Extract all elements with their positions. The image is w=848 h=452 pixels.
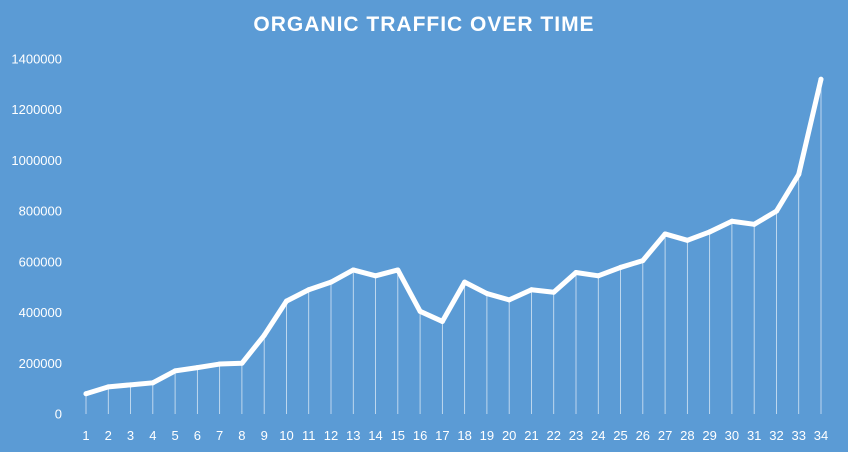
data-point bbox=[350, 267, 356, 273]
data-point bbox=[707, 229, 713, 235]
x-tick-label: 11 bbox=[302, 428, 316, 443]
y-axis-ticks: 0 200000 400000 600000 800000 1000000 1200000 1… bbox=[11, 52, 62, 422]
y-tick-label: 600000 bbox=[19, 254, 62, 269]
x-tick-label: 1 bbox=[82, 428, 89, 443]
data-point bbox=[283, 298, 289, 304]
x-tick-label: 4 bbox=[149, 428, 156, 443]
x-tick-label: 7 bbox=[216, 428, 223, 443]
x-tick-label: 33 bbox=[791, 428, 805, 443]
data-point bbox=[217, 361, 223, 367]
data-point bbox=[595, 273, 601, 279]
data-point bbox=[239, 360, 245, 366]
data-point bbox=[484, 291, 490, 297]
x-tick-label: 29 bbox=[702, 428, 716, 443]
x-tick-label: 21 bbox=[524, 428, 538, 443]
x-tick-label: 5 bbox=[171, 428, 178, 443]
data-point bbox=[684, 237, 690, 243]
series-line bbox=[83, 76, 824, 397]
x-tick-label: 34 bbox=[814, 428, 828, 443]
x-tick-label: 6 bbox=[194, 428, 201, 443]
drop-lines bbox=[85, 79, 822, 414]
data-point bbox=[818, 76, 824, 82]
data-point bbox=[194, 365, 200, 371]
x-tick-label: 31 bbox=[747, 428, 761, 443]
x-tick-label: 30 bbox=[725, 428, 739, 443]
x-tick-label: 12 bbox=[324, 428, 338, 443]
data-point bbox=[83, 391, 89, 397]
chart-title: ORGANIC TRAFFIC OVER TIME bbox=[253, 13, 594, 36]
x-tick-label: 10 bbox=[279, 428, 293, 443]
x-tick-label: 28 bbox=[680, 428, 694, 443]
data-point bbox=[528, 287, 534, 293]
data-point bbox=[796, 171, 802, 177]
data-point bbox=[172, 368, 178, 374]
y-tick-label: 200000 bbox=[19, 356, 62, 371]
data-point bbox=[105, 384, 111, 390]
data-point bbox=[640, 258, 646, 264]
x-tick-label: 14 bbox=[368, 428, 382, 443]
x-axis-ticks: 1 2 3 4 5 6 7 8 9 10 11 12 13 14 15 16 17 18 19 20 21 22 23 24 2… bbox=[82, 428, 828, 443]
x-tick-label: 15 bbox=[391, 428, 405, 443]
x-tick-label: 23 bbox=[569, 428, 583, 443]
y-tick-label: 0 bbox=[55, 407, 62, 422]
y-tick-label: 1400000 bbox=[11, 52, 62, 67]
data-point bbox=[551, 289, 557, 295]
x-tick-label: 19 bbox=[480, 428, 494, 443]
x-tick-label: 2 bbox=[105, 428, 112, 443]
data-point bbox=[306, 287, 312, 293]
data-point bbox=[328, 279, 334, 285]
data-point bbox=[128, 382, 134, 388]
series-group bbox=[83, 76, 824, 397]
data-point bbox=[395, 267, 401, 273]
data-point bbox=[729, 218, 735, 224]
x-tick-label: 32 bbox=[769, 428, 783, 443]
data-point bbox=[439, 318, 445, 324]
x-tick-label: 9 bbox=[261, 428, 268, 443]
x-tick-label: 3 bbox=[127, 428, 134, 443]
x-tick-label: 22 bbox=[546, 428, 560, 443]
data-point bbox=[662, 231, 668, 237]
y-tick-label: 1000000 bbox=[11, 153, 62, 168]
data-point bbox=[373, 273, 379, 279]
data-point bbox=[618, 264, 624, 270]
x-tick-label: 18 bbox=[457, 428, 471, 443]
data-point bbox=[751, 221, 757, 227]
data-point bbox=[417, 308, 423, 314]
y-tick-label: 1200000 bbox=[11, 102, 62, 117]
data-point bbox=[150, 380, 156, 386]
x-tick-label: 16 bbox=[413, 428, 427, 443]
x-tick-label: 27 bbox=[658, 428, 672, 443]
x-tick-label: 8 bbox=[238, 428, 245, 443]
data-point bbox=[462, 279, 468, 285]
x-tick-label: 24 bbox=[591, 428, 605, 443]
x-tick-label: 25 bbox=[613, 428, 627, 443]
data-point bbox=[506, 297, 512, 303]
data-point bbox=[773, 208, 779, 214]
data-point bbox=[573, 270, 579, 276]
x-tick-label: 20 bbox=[502, 428, 516, 443]
x-tick-label: 26 bbox=[636, 428, 650, 443]
y-tick-label: 400000 bbox=[19, 305, 62, 320]
data-point bbox=[261, 332, 267, 338]
x-tick-label: 17 bbox=[435, 428, 449, 443]
x-tick-label: 13 bbox=[346, 428, 360, 443]
y-tick-label: 800000 bbox=[19, 204, 62, 219]
